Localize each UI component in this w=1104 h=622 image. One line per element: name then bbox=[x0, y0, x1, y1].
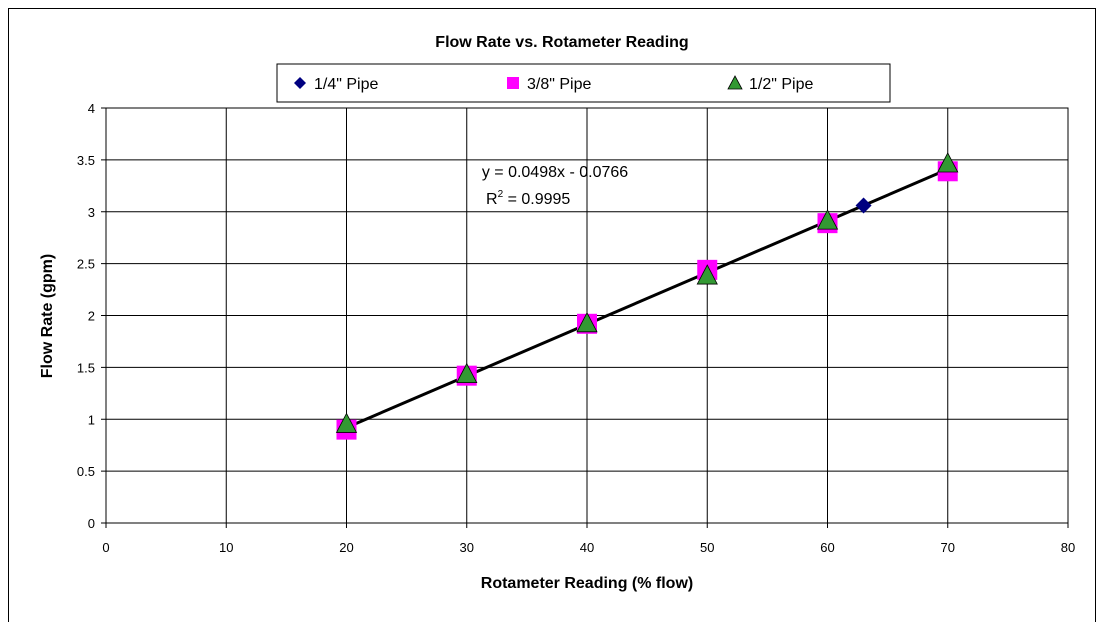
legend-marker-square bbox=[507, 77, 519, 89]
chart-frame bbox=[8, 8, 1096, 622]
legend: 1/4" Pipe 3/8" Pipe 1/2" Pipe bbox=[276, 63, 891, 103]
x-tick-label: 60 bbox=[820, 540, 834, 555]
y-tick-label: 3 bbox=[88, 205, 95, 220]
data-point-triangle bbox=[696, 264, 718, 285]
r-squared-symbol: R bbox=[486, 191, 498, 208]
data-point-triangle bbox=[937, 152, 959, 173]
y-tick-label: 2.5 bbox=[77, 257, 95, 272]
data-point-diamond bbox=[855, 197, 872, 214]
data-point-triangle bbox=[335, 412, 358, 433]
legend-label: 1/2" Pipe bbox=[749, 76, 813, 93]
legend-box bbox=[276, 63, 891, 103]
x-tick-label: 10 bbox=[219, 540, 233, 555]
x-tick-label: 0 bbox=[102, 540, 109, 555]
x-tick-label: 20 bbox=[339, 540, 353, 555]
r-squared-value: = 0.9995 bbox=[503, 191, 570, 208]
y-tick-label: 4 bbox=[88, 101, 95, 116]
y-axis-title: Flow Rate (gpm) bbox=[39, 254, 56, 378]
y-tick-label: 1 bbox=[88, 412, 95, 427]
y-tick-label: 3.5 bbox=[77, 153, 95, 168]
legend-label: 3/8" Pipe bbox=[527, 76, 591, 93]
trendline-equation: y = 0.0498x - 0.0766 bbox=[482, 164, 628, 181]
legend-item: 1/2" Pipe bbox=[727, 75, 813, 93]
trendline bbox=[345, 167, 949, 429]
legend-label: 1/4" Pipe bbox=[314, 76, 378, 93]
x-tick-label: 80 bbox=[1061, 540, 1075, 555]
legend-marker-diamond bbox=[294, 77, 306, 89]
y-tick-label: 0.5 bbox=[77, 464, 95, 479]
legend-marker-triangle bbox=[727, 75, 743, 90]
y-tick-label: 0 bbox=[88, 516, 95, 531]
plot-area bbox=[101, 107, 1069, 528]
y-tick-label: 1.5 bbox=[77, 360, 95, 375]
x-tick-label: 70 bbox=[941, 540, 955, 555]
r-squared-label: R2 = 0.9995 bbox=[486, 189, 570, 208]
x-tick-label: 40 bbox=[580, 540, 594, 555]
r-squared-exponent: 2 bbox=[498, 189, 504, 200]
data-point-triangle bbox=[456, 362, 478, 384]
x-tick-label: 50 bbox=[700, 540, 714, 555]
x-tick-label: 30 bbox=[460, 540, 474, 555]
legend-item: 1/4" Pipe bbox=[294, 76, 378, 93]
legend-item: 3/8" Pipe bbox=[507, 76, 591, 93]
x-axis-title: Rotameter Reading (% flow) bbox=[481, 575, 693, 592]
y-tick-label: 2 bbox=[88, 309, 95, 324]
data-point-triangle bbox=[576, 311, 598, 333]
data-point-triangle bbox=[816, 209, 839, 230]
chart-title: Flow Rate vs. Rotameter Reading bbox=[435, 34, 688, 51]
